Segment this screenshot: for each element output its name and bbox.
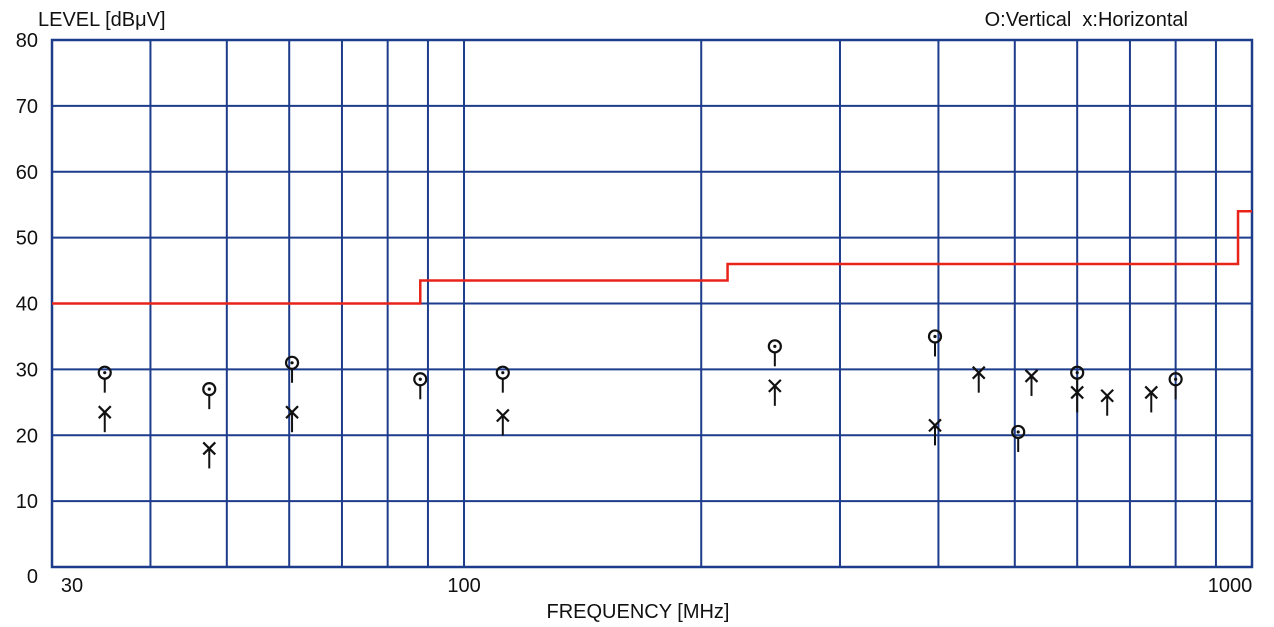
vertical-point-6: [927, 329, 943, 357]
horizontal-point-8: [1070, 385, 1084, 413]
horizontal-point-6: [971, 365, 986, 393]
y-tick-label-10: 10: [16, 491, 38, 513]
horizontal-point-1: [202, 441, 217, 469]
legend-text: O:Vertical x:Horizontal: [985, 9, 1188, 31]
vertical-point-1: [202, 382, 217, 410]
horizontal-point-4: [768, 379, 782, 406]
vertical-point-9: [1168, 372, 1183, 400]
horizontal-point-9: [1100, 388, 1114, 416]
y-tick-label-20: 20: [16, 425, 38, 447]
y-tick-label-60: 60: [16, 162, 38, 184]
vertical-point-4: [495, 365, 510, 393]
x-tick-label-30: 30: [61, 575, 83, 597]
horizontal-point-10: [1144, 385, 1159, 413]
y-tick-label-70: 70: [16, 96, 38, 118]
horizontal-point-0: [97, 405, 112, 433]
limit-line: [52, 210, 1252, 305]
y-axis-label: LEVEL [dBμV]: [38, 9, 166, 31]
vertical-point-7: [1011, 424, 1026, 452]
vertical-point-5: [767, 339, 782, 367]
x-axis-label: FREQUENCY [MHz]: [547, 601, 730, 623]
vertical-point-2: [284, 355, 300, 383]
y-tick-label-30: 30: [16, 359, 38, 381]
vertical-point-8: [1070, 365, 1085, 393]
limit-line-layer: [52, 210, 1252, 305]
horizontal-point-7: [1024, 369, 1039, 396]
horizontal-point-2: [285, 405, 299, 433]
vertical-point-0: [97, 365, 112, 393]
horizontal-point-3: [496, 408, 510, 436]
y-tick-label-80: 80: [16, 30, 38, 52]
x-tick-label-1000: 1000: [1208, 575, 1253, 597]
x-tick-label-100: 100: [447, 575, 480, 597]
y-tick-label-40: 40: [16, 294, 38, 316]
vertical-point-3: [413, 372, 428, 400]
y-tick-label-50: 50: [16, 228, 38, 250]
horizontal-point-5: [928, 418, 942, 446]
tick-label-layer: 0 10 20 30 40 50 60 70 80 30 100 1000: [16, 30, 1253, 597]
y-tick-label-0: 0: [27, 566, 38, 588]
marker-layer: [97, 329, 1183, 469]
